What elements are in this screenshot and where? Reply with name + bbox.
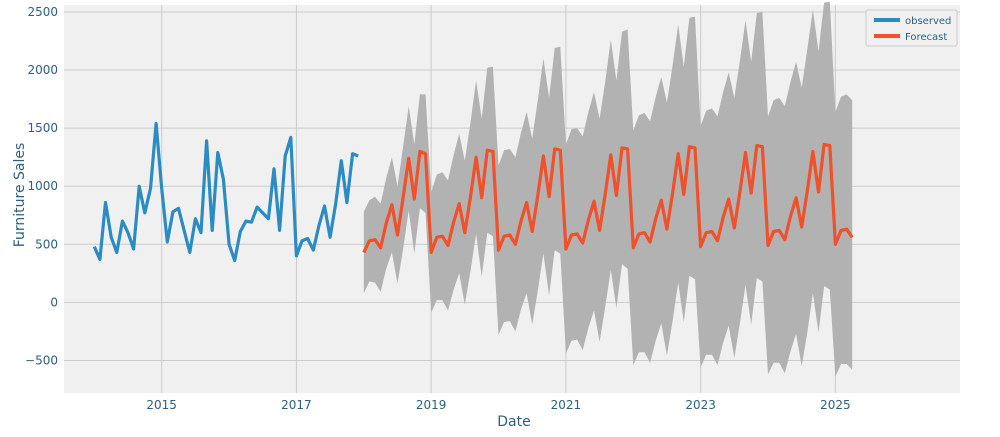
- x-axis-ticks: 2015 2017 2019 2021 2023 2025: [146, 398, 850, 412]
- x-axis-title: Date: [497, 414, 530, 430]
- y-tick-label: 500: [35, 237, 58, 251]
- x-tick-label: 2017: [281, 398, 312, 412]
- legend-forecast-label: Forecast: [905, 32, 947, 43]
- x-tick-label: 2015: [146, 398, 177, 412]
- y-tick-label: 2000: [27, 63, 58, 77]
- legend-observed-label: observed: [905, 16, 951, 27]
- y-axis-ticks: −500 0 500 1000 1500 2000 2500: [25, 5, 58, 368]
- observed-series-line: [92, 121, 359, 263]
- forecast-series-line: [362, 142, 854, 254]
- y-tick-label: 0: [50, 295, 58, 309]
- y-tick-label: 1500: [27, 121, 58, 135]
- legend: observed Forecast: [865, 9, 958, 47]
- y-tick-label: −500: [25, 353, 58, 367]
- y-tick-label: 2500: [27, 5, 58, 19]
- forecast-confidence-interval: [363, 1, 853, 377]
- x-tick-label: 2025: [820, 398, 851, 412]
- y-axis-title: Furniture Sales: [12, 143, 28, 248]
- x-tick-label: 2019: [416, 398, 447, 412]
- x-tick-label: 2021: [551, 398, 582, 412]
- y-tick-label: 1000: [27, 179, 58, 193]
- x-tick-label: 2023: [685, 398, 716, 412]
